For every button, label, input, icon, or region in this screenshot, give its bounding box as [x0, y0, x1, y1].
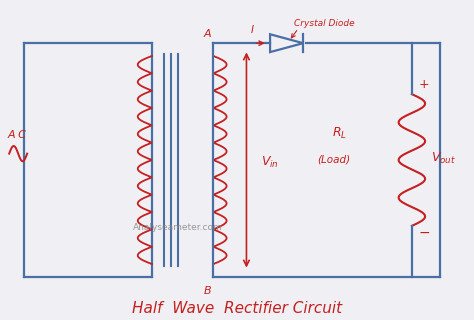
Text: Half  Wave  Rectifier Circuit: Half Wave Rectifier Circuit [132, 301, 342, 316]
Text: $V_{out}$: $V_{out}$ [431, 151, 456, 166]
Text: B: B [204, 286, 211, 296]
Text: Crystal Diode: Crystal Diode [294, 19, 355, 28]
Text: (Load): (Load) [318, 154, 350, 164]
Text: $R_L$: $R_L$ [331, 126, 346, 141]
Text: +: + [419, 78, 429, 91]
Text: −: − [419, 226, 430, 239]
Text: A: A [204, 29, 211, 39]
Text: I: I [251, 25, 254, 35]
Text: A C: A C [8, 130, 27, 140]
Text: Analyseameter.com: Analyseameter.com [133, 223, 223, 232]
Text: $V_{in}$: $V_{in}$ [261, 156, 279, 171]
